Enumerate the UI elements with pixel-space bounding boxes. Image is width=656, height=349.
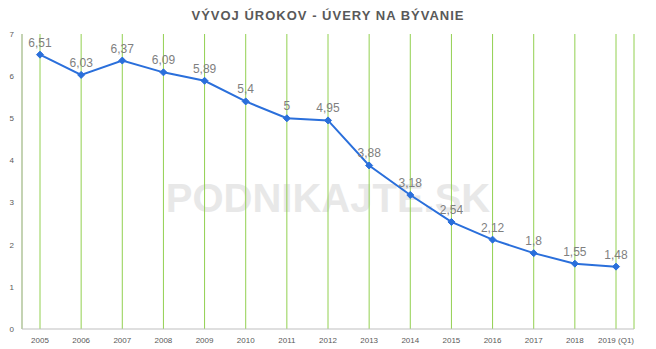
svg-text:2: 2	[10, 241, 15, 250]
svg-text:2008: 2008	[155, 336, 173, 345]
svg-text:2011: 2011	[278, 336, 296, 345]
svg-text:2012: 2012	[319, 336, 337, 345]
svg-text:6,09: 6,09	[152, 53, 176, 67]
svg-text:2009: 2009	[196, 336, 214, 345]
svg-text:3,18: 3,18	[399, 176, 423, 190]
svg-text:2013: 2013	[360, 336, 378, 345]
svg-text:5: 5	[284, 99, 291, 113]
svg-text:6,51: 6,51	[28, 36, 52, 50]
svg-text:2,54: 2,54	[440, 203, 464, 217]
svg-text:4: 4	[10, 156, 15, 165]
svg-text:2,12: 2,12	[481, 221, 505, 235]
svg-text:5: 5	[10, 114, 15, 123]
svg-text:7: 7	[10, 30, 15, 39]
svg-text:1,8: 1,8	[525, 234, 542, 248]
svg-text:0: 0	[10, 325, 15, 334]
svg-text:4,95: 4,95	[316, 101, 340, 115]
svg-text:2006: 2006	[72, 336, 90, 345]
svg-text:6,37: 6,37	[111, 42, 135, 56]
svg-text:3,88: 3,88	[357, 146, 381, 160]
svg-text:5,89: 5,89	[193, 62, 217, 76]
svg-text:1,48: 1,48	[604, 248, 628, 262]
svg-text:2007: 2007	[113, 336, 131, 345]
svg-text:2005: 2005	[31, 336, 49, 345]
svg-text:2015: 2015	[443, 336, 461, 345]
svg-text:1: 1	[10, 283, 15, 292]
svg-text:6,03: 6,03	[69, 56, 93, 70]
svg-text:2014: 2014	[401, 336, 419, 345]
svg-text:2019 (Q1): 2019 (Q1)	[598, 336, 634, 345]
svg-text:2017: 2017	[525, 336, 543, 345]
svg-text:6: 6	[10, 72, 15, 81]
svg-text:2016: 2016	[484, 336, 502, 345]
svg-text:2010: 2010	[237, 336, 255, 345]
svg-text:3: 3	[10, 198, 15, 207]
svg-text:1,55: 1,55	[563, 245, 587, 259]
svg-text:5,4: 5,4	[237, 82, 254, 96]
svg-text:2018: 2018	[566, 336, 584, 345]
